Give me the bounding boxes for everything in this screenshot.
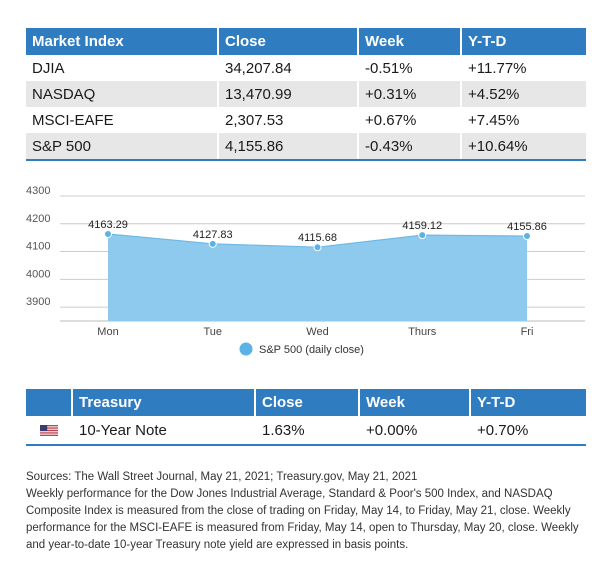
- table-row: DJIA 34,207.84 -0.51% +11.77%: [26, 55, 586, 81]
- table-row: MSCI-EAFE 2,307.53 +0.67% +7.45%: [26, 107, 586, 133]
- index-close: 34,207.84: [218, 55, 359, 81]
- x-tick-label: Mon: [97, 326, 118, 338]
- header-treasury: Treasury: [72, 389, 256, 416]
- header-ytd: Y-T-D: [461, 28, 586, 55]
- index-name: MSCI-EAFE: [26, 107, 219, 133]
- x-tick-label: Tue: [203, 326, 222, 338]
- index-week: -0.51%: [358, 55, 462, 81]
- sp500-area-chart: 4300 4200 4100 4000 3900 4163.29 4127.83 4115.6…: [26, 186, 585, 356]
- data-label: 4159.12: [402, 220, 442, 232]
- treasury-table: Treasury Close Week Y-T-D 10-: [26, 389, 586, 446]
- header-market-index: Market Index: [26, 28, 219, 55]
- sources-note: Sources: The Wall Street Journal, May 21…: [26, 471, 418, 483]
- index-name: DJIA: [26, 55, 219, 81]
- series-area: [108, 233, 527, 321]
- header-ytd: Y-T-D: [470, 389, 586, 416]
- data-point: [523, 232, 531, 241]
- treasury-name: 10-Year Note: [72, 416, 256, 446]
- flag-cell: [26, 416, 73, 446]
- y-tick-label: 4300: [26, 186, 50, 197]
- x-tick-label: Wed: [306, 326, 328, 338]
- index-name: S&P 500: [26, 133, 219, 161]
- y-tick-label: 4200: [26, 213, 50, 225]
- header-week: Week: [359, 389, 471, 416]
- treasury-week: +0.00%: [359, 416, 471, 446]
- index-name: NASDAQ: [26, 81, 219, 107]
- index-close: 2,307.53: [218, 107, 359, 133]
- data-point: [104, 229, 112, 238]
- footnotes: Sources: The Wall Street Journal, May 21…: [26, 469, 591, 554]
- legend-marker: [239, 342, 253, 356]
- data-label: 4127.83: [193, 229, 233, 241]
- market-header-row: Market Index Close Week Y-T-D: [26, 28, 586, 55]
- treasury-close: 1.63%: [255, 416, 360, 446]
- market-index-table: Market Index Close Week Y-T-D DJIA 34,20…: [26, 28, 586, 161]
- index-week: -0.43%: [358, 133, 462, 161]
- data-point: [418, 231, 427, 240]
- index-week: +0.31%: [358, 81, 462, 107]
- index-ytd: +11.77%: [461, 55, 586, 81]
- us-flag-icon: [39, 425, 58, 437]
- table-row: 10-Year Note 1.63% +0.00% +0.70%: [26, 416, 586, 446]
- y-tick-label: 4000: [26, 268, 50, 280]
- x-tick-label: Fri: [521, 326, 534, 338]
- data-label: 4155.86: [507, 221, 547, 233]
- data-point: [208, 239, 217, 248]
- data-label: 4115.68: [298, 232, 337, 244]
- header-flag-column: [26, 389, 73, 416]
- index-week: +0.67%: [358, 107, 462, 133]
- table-row: S&P 500 4,155.86 -0.43% +10.64%: [26, 133, 586, 161]
- index-close: 4,155.86: [218, 133, 359, 161]
- index-ytd: +4.52%: [461, 81, 586, 107]
- table-row: NASDAQ 13,470.99 +0.31% +4.52%: [26, 81, 586, 107]
- data-point: [313, 243, 322, 252]
- header-close: Close: [255, 389, 360, 416]
- index-ytd: +10.64%: [461, 133, 586, 161]
- y-tick-label: 3900: [26, 296, 50, 308]
- x-tick-label: Thurs: [408, 326, 437, 338]
- treasury-header-row: Treasury Close Week Y-T-D: [26, 389, 586, 416]
- y-tick-label: 4100: [26, 241, 50, 253]
- legend-label: S&P 500 (daily close): [259, 344, 364, 356]
- methodology-note: Weekly performance for the Dow Jones Ind…: [26, 488, 579, 551]
- index-ytd: +7.45%: [461, 107, 586, 133]
- header-close: Close: [218, 28, 359, 55]
- index-close: 13,470.99: [218, 81, 359, 107]
- treasury-ytd: +0.70%: [470, 416, 586, 446]
- header-week: Week: [358, 28, 462, 55]
- data-label: 4163.29: [88, 219, 128, 231]
